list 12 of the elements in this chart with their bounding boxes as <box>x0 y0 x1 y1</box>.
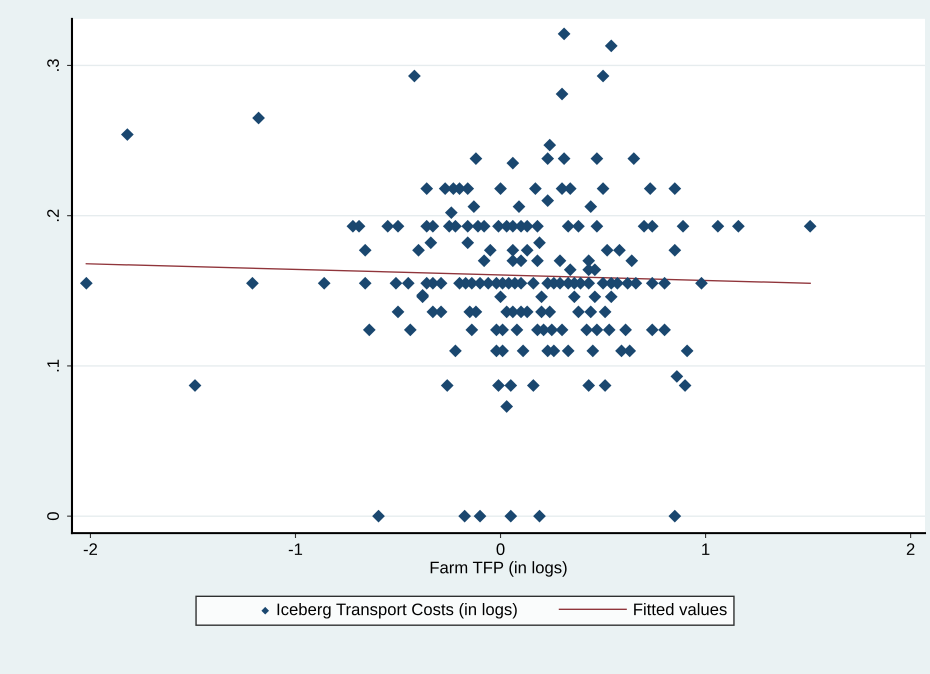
y-tick-label: 0 <box>47 512 59 520</box>
legend-label: Iceberg Transport Costs (in logs) <box>278 603 517 619</box>
y-tick-label: .3 <box>47 59 59 71</box>
x-axis-title: Farm TFP (in logs) <box>430 561 567 577</box>
legend-label: Fitted values <box>634 603 727 616</box>
x-tick-label: -2 <box>84 543 98 555</box>
y-tick-label: .2 <box>47 210 59 222</box>
x-tick-label: 1 <box>702 543 710 555</box>
x-tick-label: 0 <box>496 543 505 556</box>
y-tick-label: .1 <box>47 360 59 372</box>
x-tick-label: 2 <box>906 543 914 555</box>
x-tick-label: -1 <box>288 543 302 555</box>
